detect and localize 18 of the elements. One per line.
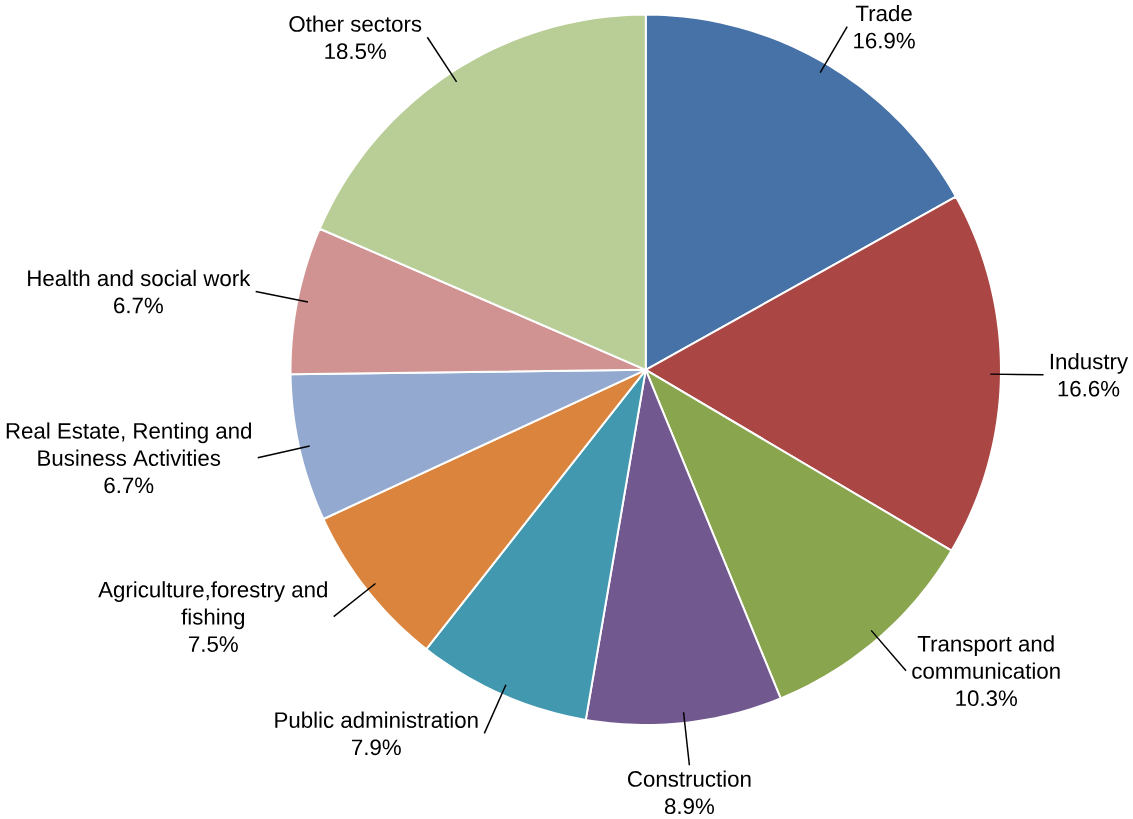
data-label: 6.7% bbox=[114, 297, 163, 314]
data-label: 7.9% bbox=[352, 739, 401, 756]
slice-label: Industry bbox=[1050, 352, 1129, 374]
slice-label: Health and social work bbox=[28, 269, 251, 287]
slice-label: Trade bbox=[855, 4, 912, 22]
slice-label: Other sectors bbox=[289, 15, 422, 32]
data-label: 7.5% bbox=[189, 636, 238, 652]
slice-label: Construction bbox=[628, 770, 751, 787]
data-label: 16.6% bbox=[1058, 380, 1120, 397]
data-label: 16.9% bbox=[854, 32, 915, 49]
data-label: 18.5% bbox=[325, 43, 386, 60]
slice-label: Real Estate, Renting and Business Activities bbox=[6, 422, 251, 466]
slice-label: Transport and communication bbox=[912, 635, 1060, 679]
data-label: 8.9% bbox=[664, 798, 714, 815]
data-label: 10.3% bbox=[956, 690, 1017, 707]
data-label: 6.7% bbox=[104, 477, 154, 494]
slice-label: Public administration bbox=[275, 711, 478, 728]
slice-label: Agriculture,forestry and fishing bbox=[98, 581, 327, 630]
